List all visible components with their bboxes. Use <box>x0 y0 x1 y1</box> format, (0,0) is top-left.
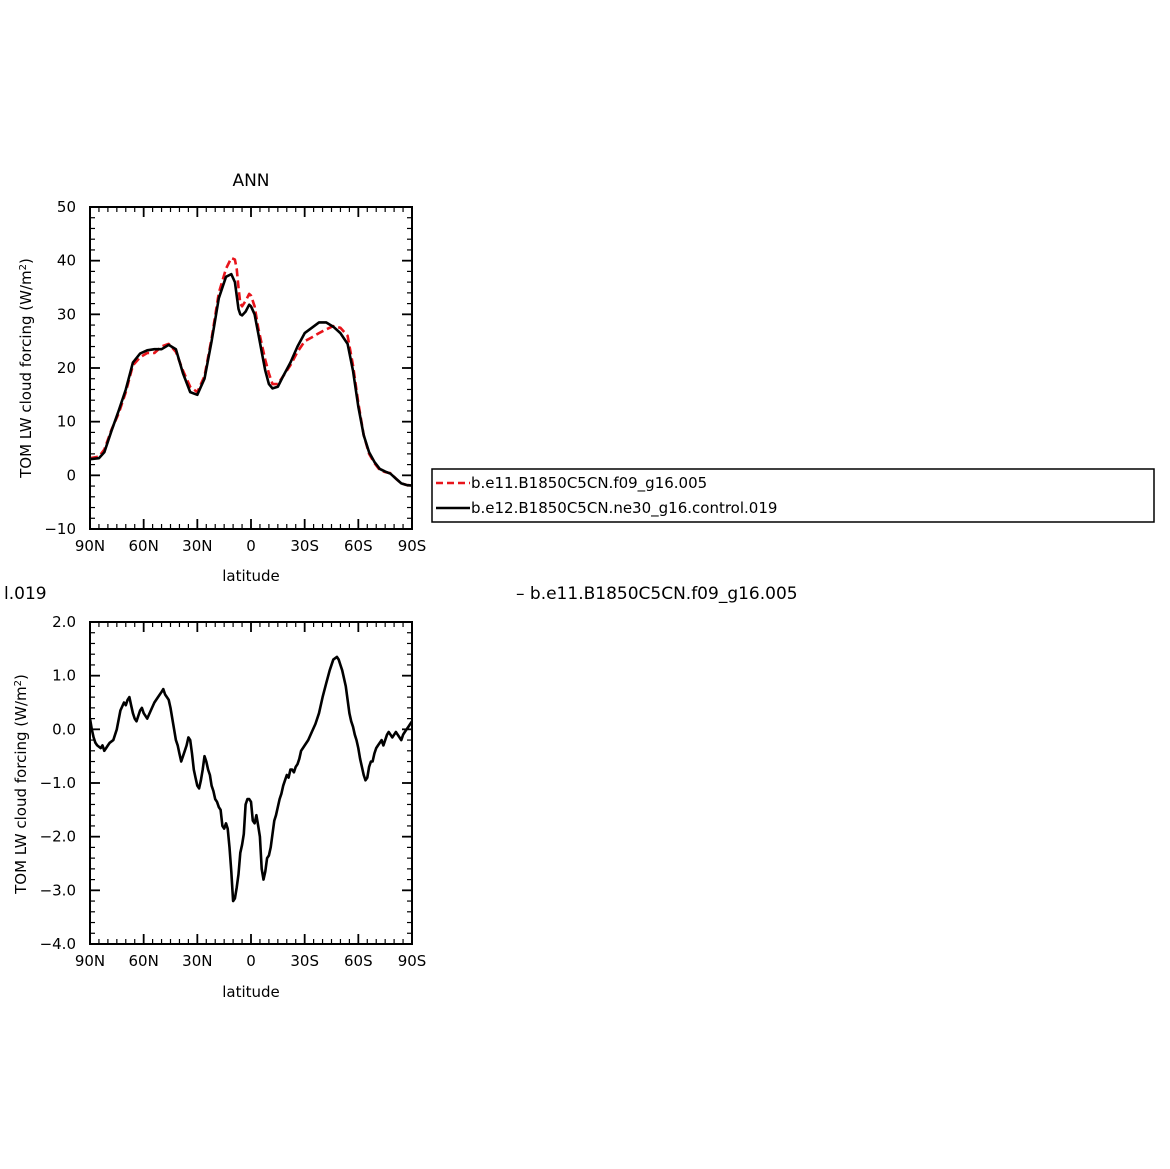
x-tick-label: 30N <box>182 537 212 555</box>
y-tick-label: −3.0 <box>40 881 76 899</box>
legend: b.e11.B1850C5CN.f09_g16.005 b.e12.B1850C… <box>431 468 1155 523</box>
series-line-1 <box>90 655 412 903</box>
title-fragment-right: – b.e11.B1850C5CN.f09_g16.005 <box>516 584 798 604</box>
y-axis-label: TOM LW cloud forcing (W/m2) <box>17 258 35 479</box>
x-tick-label: 30N <box>182 952 212 970</box>
plot-frame <box>89 621 413 945</box>
y-axis-label: TOM LW cloud forcing (W/m2) <box>12 674 30 895</box>
y-tick-label: −4.0 <box>40 935 76 953</box>
series-line-2 <box>90 272 412 487</box>
y-tick-label: 1.0 <box>52 667 76 685</box>
chart-title: ANN <box>232 171 269 191</box>
x-tick-label: 30S <box>290 537 319 555</box>
y-tick-label: 0.0 <box>52 720 76 738</box>
plot-frame <box>89 206 413 530</box>
x-tick-label: 90S <box>398 952 427 970</box>
legend-label-series-1: b.e11.B1850C5CN.f09_g16.005 <box>471 474 707 493</box>
x-tick-label: 60S <box>344 952 373 970</box>
y-tick-label: 0 <box>66 466 76 484</box>
y-tick-label: 20 <box>57 359 76 377</box>
top-chart: ANN 90N 60N 30N 0 30S 60S 90S −10 0 10 20 30 40 50 la… <box>17 171 426 585</box>
x-tick-label: 0 <box>246 537 256 555</box>
y-tick-label: 10 <box>57 413 76 431</box>
x-tick-label: 60N <box>129 952 159 970</box>
title-fragment-left: l.019 <box>4 584 47 604</box>
bottom-chart: l.019 – b.e11.B1850C5CN.f09_g16.005 90N 6… <box>4 584 798 1001</box>
y-tick-label: 2.0 <box>52 613 76 631</box>
y-tick-label: −1.0 <box>40 774 76 792</box>
x-tick-label: 0 <box>246 952 256 970</box>
y-tick-label: 40 <box>57 252 76 270</box>
x-tick-label: 60N <box>129 537 159 555</box>
x-tick-label: 90N <box>75 537 105 555</box>
x-tick-label: 30S <box>290 952 319 970</box>
x-axis-label: latitude <box>222 983 280 1001</box>
y-tick-label: 50 <box>57 198 76 216</box>
y-tick-label: 30 <box>57 305 76 323</box>
x-tick-label: 60S <box>344 537 373 555</box>
x-tick-label: 90N <box>75 952 105 970</box>
y-tick-label: −2.0 <box>40 828 76 846</box>
x-tick-label: 90S <box>398 537 427 555</box>
x-axis-label: latitude <box>222 567 280 585</box>
y-tick-label: −10 <box>44 520 76 538</box>
legend-label-series-2: b.e12.B1850C5CN.ne30_g16.control.019 <box>471 499 777 518</box>
